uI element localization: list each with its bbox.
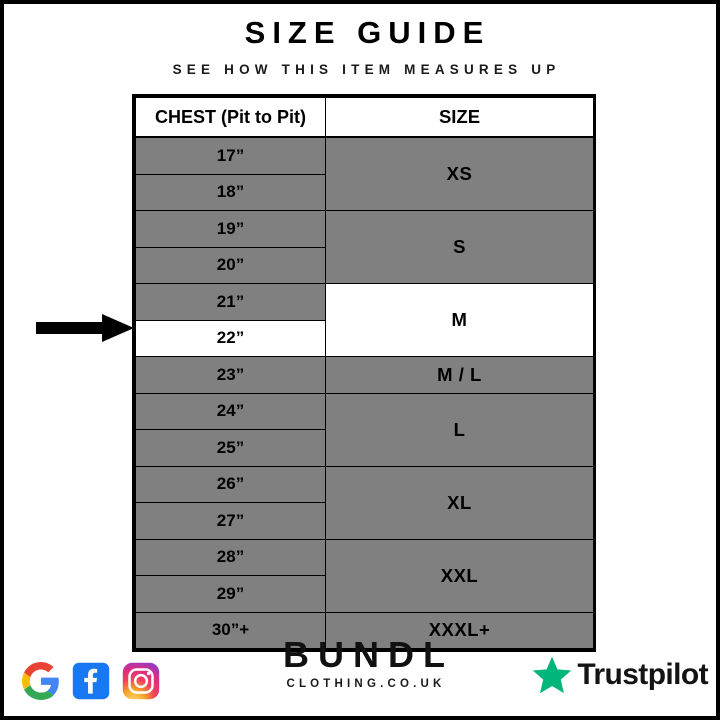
chest-cell: 24” [135,392,326,430]
table-row: 23” M / L [135,356,594,394]
chest-cell: 26” [135,465,326,503]
chest-cell: 22” [135,319,326,357]
social-links [22,662,160,700]
size-cell: XS [325,136,594,211]
table-header-row: CHEST (Pit to Pit) SIZE [135,97,594,138]
column-header-size: SIZE [325,97,594,138]
page-title: SIZE GUIDE [244,15,491,50]
table-row: 24” L [135,392,594,467]
brand-domain: CLOTHING.CO.UK [286,678,446,690]
table-body: 17” XS 18” 19” S 20” 21” M 22” 23” M / L 24” L 25” 26”… [135,136,594,649]
table-row: 29” [135,575,594,613]
size-cell: M / L [325,356,594,394]
chest-cell: 29” [135,575,326,613]
brand-logo: BUNDL CLOTHING.CO.UK [4,634,720,691]
table-row: 28” XXL [135,538,594,613]
table-header: CHEST (Pit to Pit) SIZE [135,97,594,138]
table-row: 21” M [135,283,594,357]
table-row: 30”+ XXXL+ [135,611,594,649]
brand-name: BUNDL [283,634,454,675]
chest-cell: 25” [135,429,326,467]
footer: BUNDL CLOTHING.CO.UK Trustpilot [4,612,720,708]
size-cell: XXXL+ [325,611,594,649]
chest-cell: 20” [135,246,326,284]
chest-cell: 23” [135,356,326,394]
table-row: 19” S [135,210,594,284]
size-table-container: CHEST (Pit to Pit) SIZE 17” XS 18” 19” S 20” 2… [132,94,596,652]
page-subtitle: SEE HOW THIS ITEM MEASURES UP [172,62,561,78]
size-cell: XL [325,465,594,540]
google-icon[interactable] [22,662,60,700]
column-header-chest: CHEST (Pit to Pit) [135,97,326,138]
table-row: 25” [135,429,594,467]
size-cell: M [325,283,594,357]
chest-cell: 28” [135,538,326,576]
trustpilot-star-icon [533,656,572,694]
chest-cell: 19” [135,210,326,248]
table-row: 17” XS [135,136,594,211]
chest-cell: 18” [135,173,326,211]
chest-cell: 27” [135,502,326,540]
size-cell: XXL [325,538,594,613]
size-table: CHEST (Pit to Pit) SIZE 17” XS 18” 19” S 20” 2… [135,97,594,649]
table-row: 26” XL [135,465,594,540]
chest-cell: 17” [135,136,326,175]
size-cell: L [325,392,594,467]
right-arrow-icon [36,314,134,342]
trustpilot-wordmark: Trustpilot [577,658,708,691]
size-cell: S [325,210,594,284]
instagram-icon[interactable] [122,662,160,700]
table-row: 18” [135,173,594,211]
header: SIZE GUIDE SEE HOW THIS ITEM MEASURES UP [4,15,720,78]
chest-cell: 30”+ [135,611,326,649]
table-row: 20” [135,246,594,284]
facebook-icon[interactable] [72,662,110,700]
chest-cell: 21” [135,283,326,321]
table-row: 27” [135,502,594,540]
trustpilot-logo[interactable]: Trustpilot [531,654,709,696]
